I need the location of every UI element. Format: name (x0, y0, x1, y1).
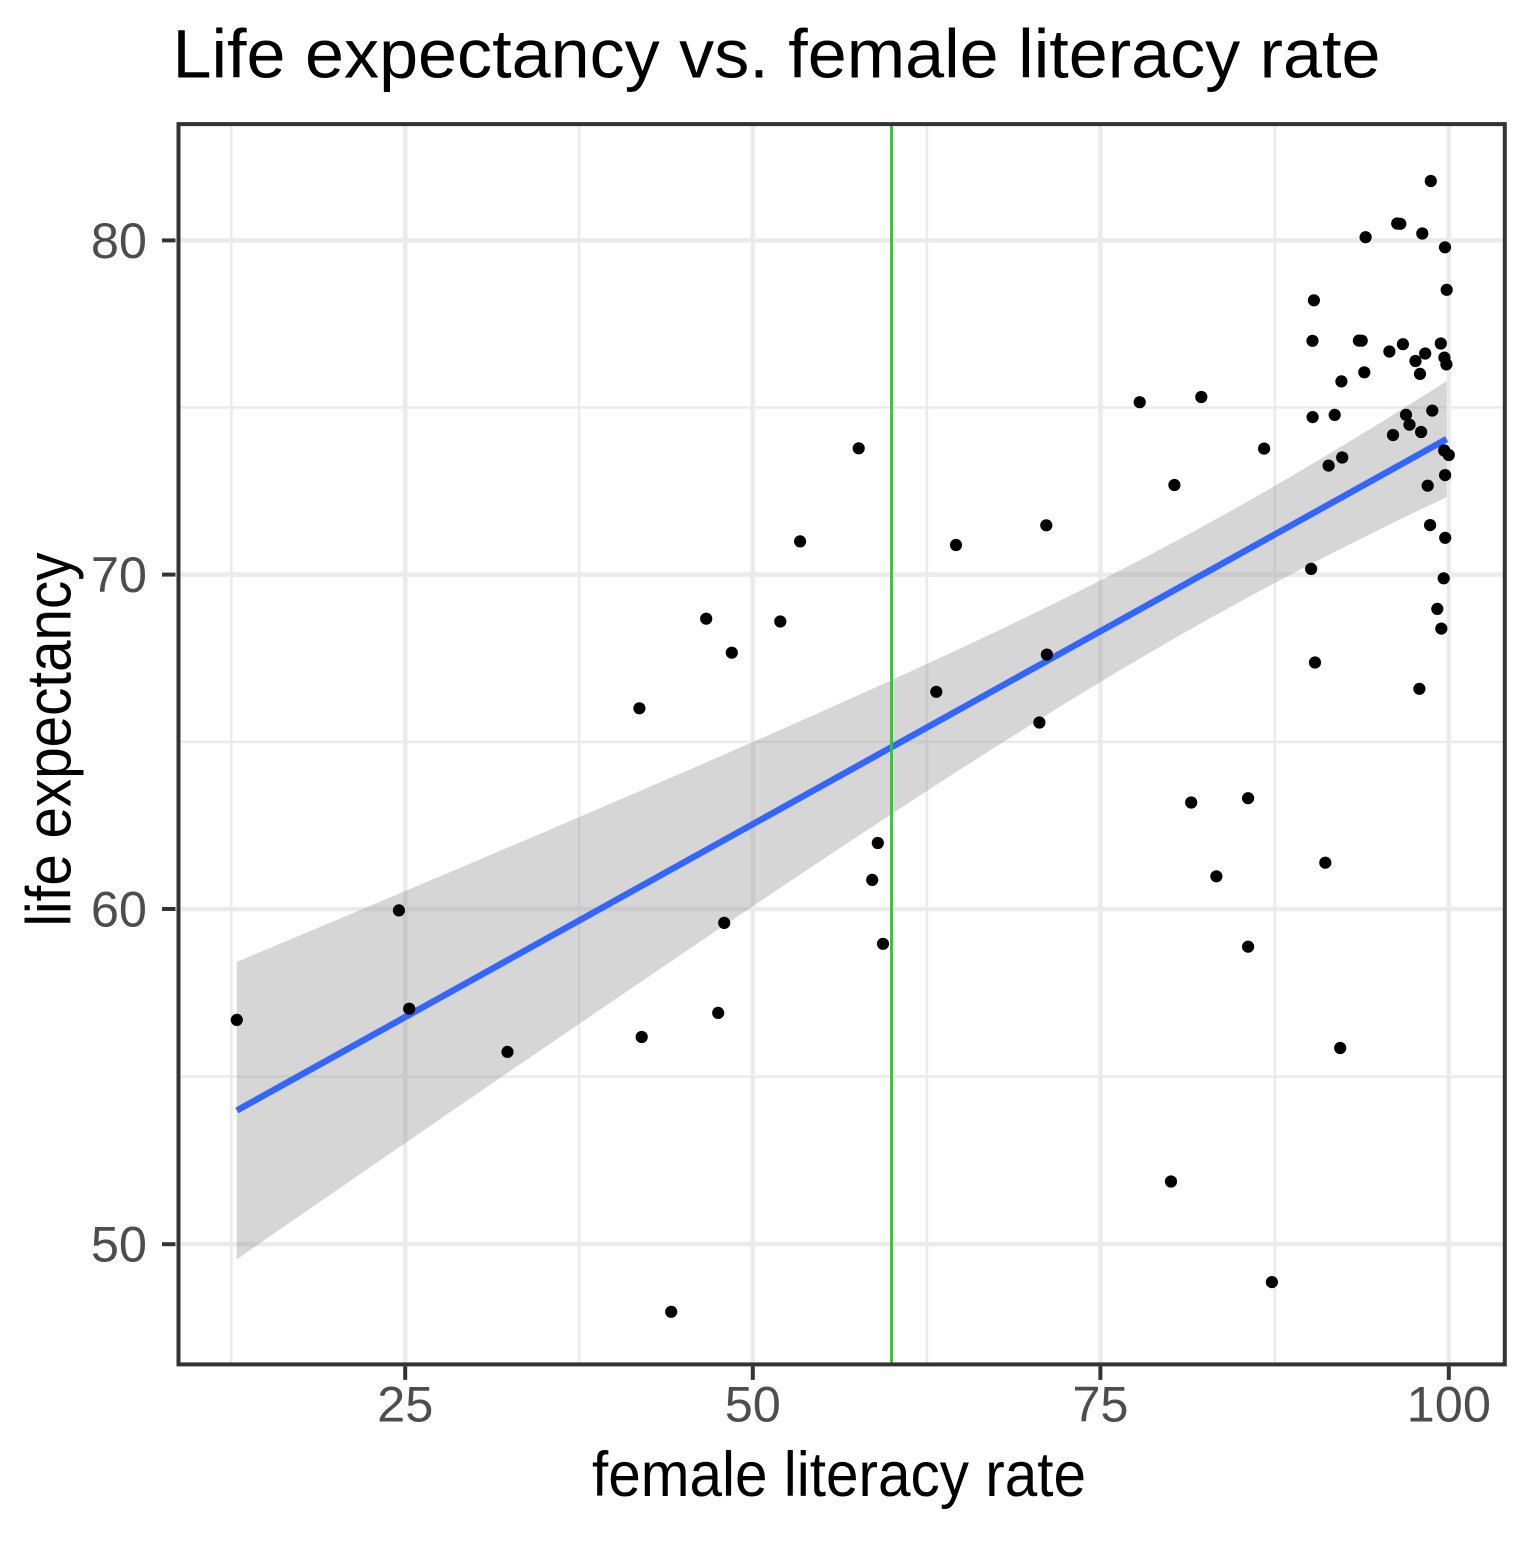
svg-text:50: 50 (725, 1376, 781, 1433)
svg-text:female literacy rate: female literacy rate (592, 1440, 1086, 1510)
svg-text:60: 60 (91, 880, 147, 937)
svg-text:70: 70 (91, 546, 147, 603)
svg-text:80: 80 (91, 212, 147, 269)
svg-text:100: 100 (1407, 1376, 1491, 1433)
svg-text:Life expectancy vs. female lit: Life expectancy vs. female literacy rate (173, 16, 1381, 93)
svg-text:25: 25 (377, 1376, 433, 1433)
svg-text:life expectancy: life expectancy (15, 552, 85, 926)
svg-text:50: 50 (91, 1216, 147, 1273)
svg-text:75: 75 (1072, 1376, 1128, 1433)
